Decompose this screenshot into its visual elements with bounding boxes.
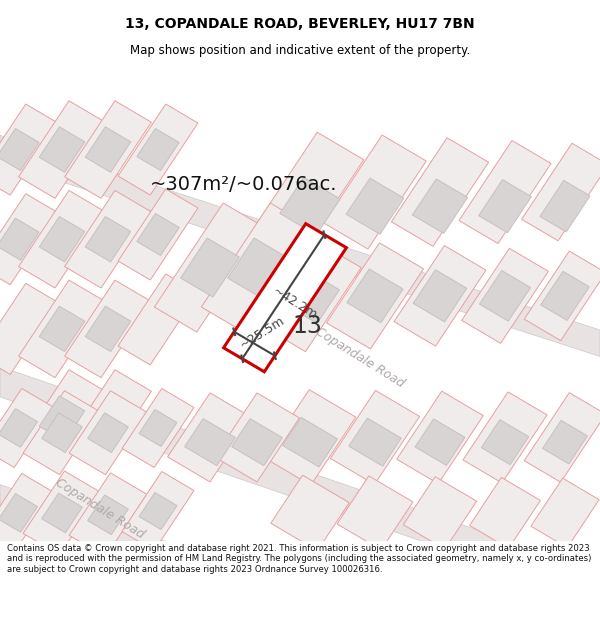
Polygon shape	[283, 418, 338, 467]
Polygon shape	[137, 129, 179, 171]
Text: Contains OS data © Crown copyright and database right 2021. This information is : Contains OS data © Crown copyright and d…	[7, 544, 592, 574]
Polygon shape	[531, 478, 599, 548]
Polygon shape	[394, 246, 486, 346]
Polygon shape	[65, 280, 151, 378]
Polygon shape	[349, 418, 401, 466]
Polygon shape	[118, 104, 198, 195]
Polygon shape	[0, 194, 58, 285]
Polygon shape	[391, 138, 488, 246]
Polygon shape	[85, 127, 131, 173]
Text: 13, COPANDALE ROAD, BEVERLEY, HU17 7BN: 13, COPANDALE ROAD, BEVERLEY, HU17 7BN	[125, 18, 475, 31]
Text: ~42.2m: ~42.2m	[271, 285, 320, 322]
Polygon shape	[69, 391, 147, 474]
Polygon shape	[181, 238, 239, 297]
Polygon shape	[139, 409, 177, 446]
Polygon shape	[331, 391, 419, 484]
Text: Copandale Road: Copandale Road	[53, 476, 147, 541]
Polygon shape	[85, 306, 131, 352]
Polygon shape	[118, 189, 198, 280]
Polygon shape	[139, 492, 177, 529]
Polygon shape	[224, 224, 346, 372]
Polygon shape	[347, 269, 403, 322]
Polygon shape	[337, 476, 413, 550]
Polygon shape	[122, 471, 194, 551]
Polygon shape	[202, 203, 313, 332]
Polygon shape	[0, 389, 54, 468]
Polygon shape	[154, 203, 266, 332]
Polygon shape	[0, 409, 38, 447]
Polygon shape	[23, 471, 101, 555]
Polygon shape	[346, 178, 404, 234]
Polygon shape	[0, 129, 39, 171]
Text: Copandale Road: Copandale Road	[313, 324, 407, 390]
Polygon shape	[479, 271, 530, 321]
Polygon shape	[0, 484, 600, 625]
Polygon shape	[41, 413, 82, 452]
Polygon shape	[481, 419, 529, 464]
Polygon shape	[19, 101, 106, 198]
Polygon shape	[479, 179, 532, 232]
Polygon shape	[281, 268, 340, 323]
Polygon shape	[521, 143, 600, 241]
Polygon shape	[397, 391, 483, 484]
Polygon shape	[461, 248, 548, 343]
Polygon shape	[540, 181, 590, 232]
Polygon shape	[459, 141, 551, 244]
Polygon shape	[185, 419, 235, 466]
Text: ~307m²/~0.076ac.: ~307m²/~0.076ac.	[150, 175, 337, 194]
Polygon shape	[122, 389, 194, 468]
Polygon shape	[0, 104, 58, 195]
Polygon shape	[39, 127, 85, 173]
Polygon shape	[85, 216, 131, 262]
Polygon shape	[542, 421, 587, 464]
Polygon shape	[69, 473, 147, 557]
Polygon shape	[0, 136, 600, 356]
Polygon shape	[167, 393, 253, 482]
Polygon shape	[0, 283, 58, 374]
Polygon shape	[470, 478, 541, 549]
Polygon shape	[403, 477, 476, 549]
Polygon shape	[65, 370, 151, 468]
Polygon shape	[88, 495, 128, 534]
Polygon shape	[541, 271, 589, 321]
Polygon shape	[215, 393, 299, 482]
Polygon shape	[524, 392, 600, 482]
Polygon shape	[118, 274, 198, 365]
Polygon shape	[137, 214, 179, 256]
Polygon shape	[413, 270, 467, 322]
Polygon shape	[415, 419, 465, 466]
Polygon shape	[88, 413, 128, 452]
Polygon shape	[280, 177, 340, 235]
Polygon shape	[259, 240, 361, 352]
Polygon shape	[412, 179, 467, 233]
Polygon shape	[326, 243, 424, 349]
Polygon shape	[23, 391, 101, 474]
Text: 13: 13	[292, 314, 322, 338]
Polygon shape	[0, 367, 600, 602]
Polygon shape	[256, 132, 364, 252]
Polygon shape	[0, 473, 54, 552]
Polygon shape	[39, 306, 85, 352]
Text: Map shows position and indicative extent of the property.: Map shows position and indicative extent…	[130, 44, 470, 57]
Polygon shape	[39, 396, 85, 441]
Polygon shape	[227, 238, 286, 297]
Polygon shape	[0, 494, 38, 532]
Polygon shape	[41, 493, 82, 532]
Text: ~25.5m: ~25.5m	[237, 314, 287, 351]
Polygon shape	[232, 419, 283, 466]
Polygon shape	[19, 191, 106, 288]
Polygon shape	[65, 191, 151, 288]
Polygon shape	[324, 135, 426, 249]
Polygon shape	[264, 389, 356, 485]
Polygon shape	[19, 370, 106, 468]
Polygon shape	[271, 475, 349, 551]
Polygon shape	[39, 216, 85, 262]
Polygon shape	[0, 218, 39, 260]
Polygon shape	[65, 101, 151, 198]
Polygon shape	[524, 251, 600, 341]
Polygon shape	[463, 392, 547, 483]
Polygon shape	[19, 280, 106, 378]
